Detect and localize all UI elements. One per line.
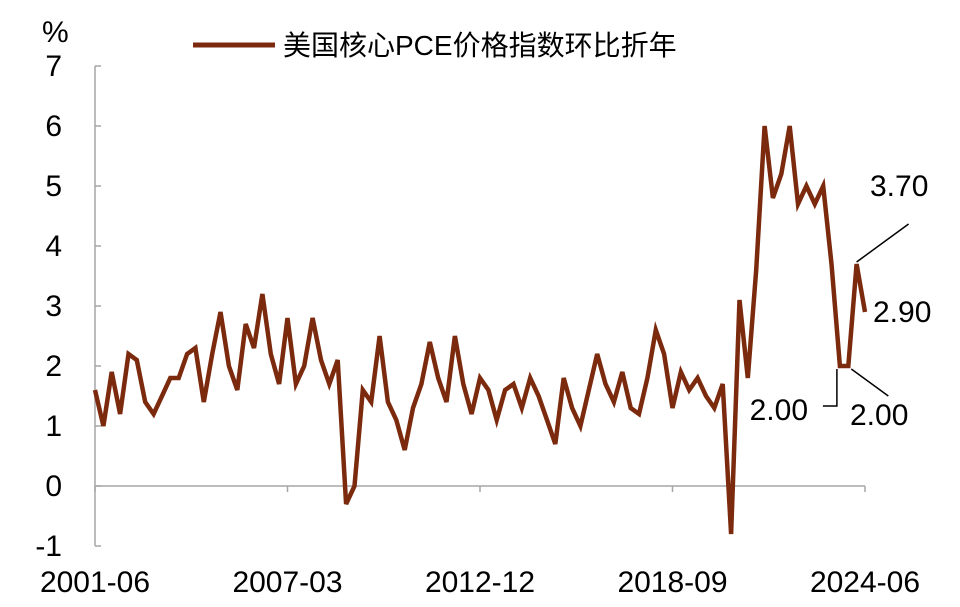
annotation-label: 2.90 <box>873 296 931 329</box>
x-tick-label: 2001-06 <box>40 566 150 599</box>
y-axis: -1 0 1 2 3 4 5 6 7 <box>35 50 101 563</box>
annotation-label: 2.00 <box>750 394 808 427</box>
y-tick-label: 5 <box>45 170 62 203</box>
x-tick-label: 2024-06 <box>810 566 920 599</box>
y-tick-label: 3 <box>45 290 62 323</box>
annotation-leader <box>856 223 910 263</box>
y-tick-label: 1 <box>45 410 62 443</box>
y-tick-label: 6 <box>45 110 62 143</box>
y-axis-unit-label: % <box>42 16 69 49</box>
legend-label: 美国核心PCE价格指数环比折年 <box>283 30 677 61</box>
annotation-label: 3.70 <box>870 170 928 203</box>
series-line <box>92 125 868 535</box>
y-tick-label: 7 <box>45 50 62 83</box>
x-tick-label: 2012-12 <box>425 566 535 599</box>
y-tick-label: -1 <box>35 530 62 563</box>
x-tick-label: 2007-03 <box>232 566 342 599</box>
legend: 美国核心PCE价格指数环比折年 <box>193 30 677 61</box>
annotations: 3.70 2.90 2.00 2.00 <box>750 170 932 432</box>
annotation-label: 2.00 <box>850 399 908 432</box>
series-layer <box>92 125 868 535</box>
annotation-leader <box>822 369 838 407</box>
y-tick-label: 4 <box>45 230 62 263</box>
annotation-leader <box>850 368 889 397</box>
x-tick-label: 2018-09 <box>617 566 727 599</box>
x-axis: 2001-06 2007-03 2012-12 2018-09 2024-06 <box>40 485 920 599</box>
y-tick-label: 0 <box>45 470 62 503</box>
y-tick-label: 2 <box>45 350 62 383</box>
